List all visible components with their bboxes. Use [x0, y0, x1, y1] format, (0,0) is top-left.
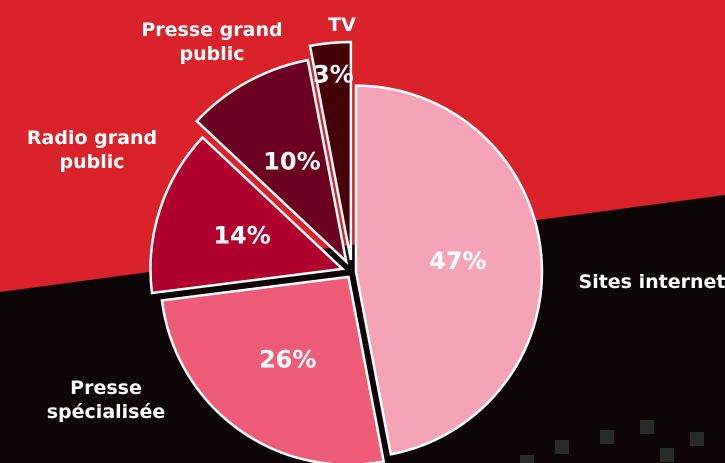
category-label: Radio grand public	[26, 127, 158, 173]
value-label: 47%	[429, 247, 486, 275]
pie-slice	[149, 135, 346, 295]
value-label: 26%	[259, 346, 316, 374]
value-label: 10%	[263, 148, 320, 176]
pie-slice	[195, 58, 349, 266]
checker-decoration	[520, 420, 704, 463]
pie-slice	[308, 40, 353, 261]
pie-slice	[160, 275, 386, 463]
category-label: TV	[328, 14, 356, 36]
value-label: 14%	[213, 221, 270, 249]
value-label: 3%	[313, 61, 354, 89]
pie-slice	[354, 84, 544, 456]
category-label: Presse grand public	[141, 19, 283, 65]
category-label: Sites internet	[578, 271, 725, 293]
category-label: Presse spécialisée	[46, 377, 166, 423]
